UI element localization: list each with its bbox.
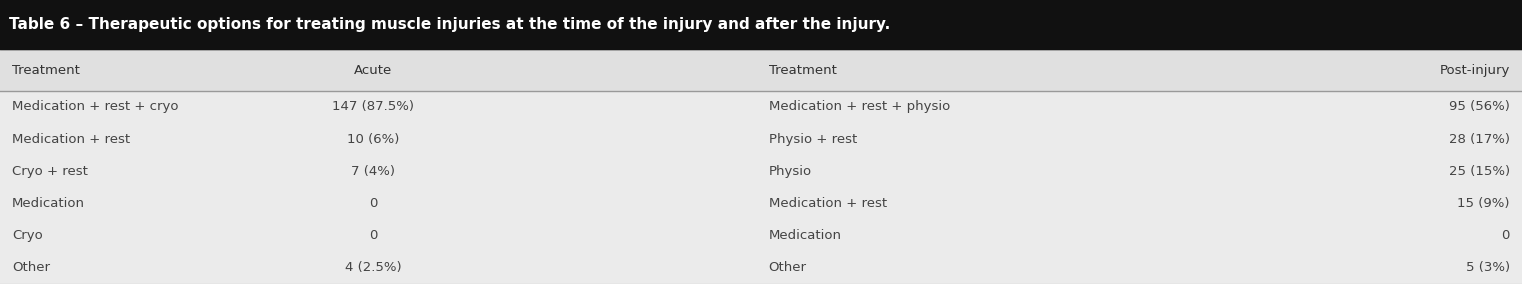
Text: 25 (15%): 25 (15%) [1449,165,1510,178]
Text: Physio + rest: Physio + rest [769,133,857,146]
Text: Treatment: Treatment [769,64,837,77]
Text: Medication: Medication [769,229,842,242]
Text: 4 (2.5%): 4 (2.5%) [344,261,402,274]
Text: Cryo: Cryo [12,229,43,242]
Text: 5 (3%): 5 (3%) [1466,261,1510,274]
Bar [0,0,1522,50]
Text: 147 (87.5%): 147 (87.5%) [332,101,414,114]
Text: 7 (4%): 7 (4%) [352,165,394,178]
Text: 10 (6%): 10 (6%) [347,133,399,146]
Text: 15 (9%): 15 (9%) [1458,197,1510,210]
Text: 95 (56%): 95 (56%) [1449,101,1510,114]
Text: 0: 0 [368,197,377,210]
Text: Post-injury: Post-injury [1440,64,1510,77]
Text: Table 6 – Therapeutic options for treating muscle injuries at the time of the in: Table 6 – Therapeutic options for treati… [9,17,890,32]
Text: Acute: Acute [353,64,393,77]
Text: Medication + rest + physio: Medication + rest + physio [769,101,950,114]
Text: Treatment: Treatment [12,64,81,77]
Text: Medication + rest + cryo: Medication + rest + cryo [12,101,178,114]
Text: Medication: Medication [12,197,85,210]
Text: 28 (17%): 28 (17%) [1449,133,1510,146]
Bar [0,50,1522,91]
Text: Other: Other [12,261,50,274]
Text: Medication + rest: Medication + rest [12,133,131,146]
Text: Medication + rest: Medication + rest [769,197,887,210]
Text: 0: 0 [368,229,377,242]
Text: Other: Other [769,261,807,274]
Text: Cryo + rest: Cryo + rest [12,165,88,178]
Text: Physio: Physio [769,165,811,178]
Text: 0: 0 [1501,229,1510,242]
